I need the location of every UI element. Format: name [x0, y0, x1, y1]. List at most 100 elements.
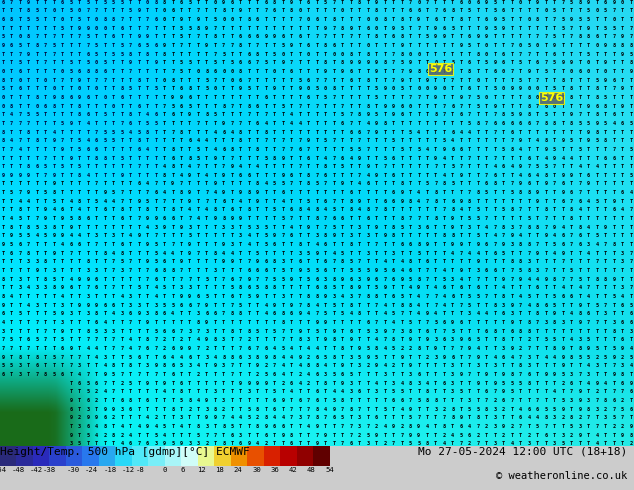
Text: 3: 3	[205, 407, 209, 412]
Text: T: T	[578, 129, 581, 135]
Text: 7: 7	[18, 51, 22, 57]
Text: 4: 4	[434, 285, 437, 291]
Text: 8: 8	[36, 138, 39, 143]
Text: 2: 2	[281, 381, 285, 386]
Text: 9: 9	[188, 251, 191, 256]
Text: 4: 4	[281, 363, 285, 368]
Text: T: T	[120, 277, 124, 282]
Text: T: T	[53, 112, 56, 117]
Text: 9: 9	[273, 233, 276, 239]
Text: 8: 8	[570, 86, 573, 91]
Text: T: T	[112, 173, 115, 178]
Text: 5: 5	[595, 303, 598, 308]
Text: 0: 0	[307, 51, 310, 57]
Text: 9: 9	[188, 346, 191, 351]
Text: T: T	[519, 129, 522, 135]
Text: 9: 9	[519, 181, 522, 187]
Text: T: T	[239, 251, 242, 256]
Text: 0: 0	[527, 17, 531, 22]
Text: T: T	[222, 320, 225, 325]
Text: 4: 4	[264, 181, 268, 187]
Text: 9: 9	[349, 60, 353, 65]
Text: 8: 8	[570, 207, 573, 213]
Text: 9: 9	[612, 372, 616, 377]
Text: T: T	[27, 277, 30, 282]
Text: 6: 6	[366, 25, 370, 31]
Text: 9: 9	[341, 381, 344, 386]
Bar	[165, 446, 181, 466]
Text: T: T	[341, 303, 344, 308]
Text: 7: 7	[205, 433, 209, 438]
Text: 7: 7	[299, 17, 302, 22]
Text: T: T	[248, 8, 250, 13]
Text: 5: 5	[392, 346, 395, 351]
Text: 6: 6	[138, 181, 141, 187]
Text: T: T	[120, 164, 124, 169]
Text: 9: 9	[400, 77, 403, 83]
Text: 6: 6	[214, 69, 217, 74]
Text: 8: 8	[171, 207, 174, 213]
Text: 5: 5	[477, 337, 480, 343]
Text: T: T	[70, 355, 72, 360]
Text: 3: 3	[324, 277, 327, 282]
Text: 8: 8	[409, 303, 412, 308]
Text: 7: 7	[179, 277, 183, 282]
Text: 6: 6	[587, 311, 590, 317]
Text: T: T	[536, 381, 539, 386]
Text: T: T	[510, 285, 514, 291]
Text: 8: 8	[570, 216, 573, 221]
Text: 42: 42	[288, 467, 297, 473]
Text: T: T	[18, 346, 22, 351]
Text: T: T	[519, 216, 522, 221]
Text: T: T	[222, 303, 225, 308]
Text: 8: 8	[281, 311, 285, 317]
Text: T: T	[112, 207, 115, 213]
Text: 5: 5	[562, 25, 564, 31]
Text: T: T	[112, 69, 115, 74]
Text: T: T	[425, 233, 429, 239]
Text: 5: 5	[188, 25, 191, 31]
Text: T: T	[451, 311, 455, 317]
Text: 5: 5	[562, 17, 564, 22]
Text: 8: 8	[341, 60, 344, 65]
Text: 0: 0	[612, 17, 616, 22]
Text: 9: 9	[358, 346, 361, 351]
Text: 5: 5	[95, 199, 98, 204]
Text: 4: 4	[400, 407, 403, 412]
Text: 7: 7	[214, 25, 217, 31]
Text: T: T	[103, 277, 107, 282]
Text: T: T	[553, 259, 556, 265]
Text: T: T	[205, 17, 209, 22]
Text: 9: 9	[460, 337, 463, 343]
Text: 8: 8	[248, 103, 250, 109]
Text: 5: 5	[562, 441, 564, 446]
Text: 0: 0	[78, 8, 81, 13]
Text: T: T	[70, 424, 72, 429]
Bar	[132, 446, 148, 466]
Text: 4: 4	[163, 190, 166, 195]
Text: T: T	[36, 69, 39, 74]
Text: T: T	[384, 320, 386, 325]
Text: 8: 8	[112, 363, 115, 368]
Text: 7: 7	[86, 337, 89, 343]
Text: 6: 6	[316, 285, 318, 291]
Text: 9: 9	[570, 60, 573, 65]
Text: 9: 9	[231, 259, 234, 265]
Text: T: T	[299, 225, 302, 230]
Text: T: T	[502, 441, 505, 446]
Text: 7: 7	[290, 415, 293, 420]
Text: T: T	[18, 8, 22, 13]
Text: 5: 5	[332, 303, 335, 308]
Text: T: T	[621, 77, 624, 83]
Text: 4: 4	[78, 372, 81, 377]
Text: 7: 7	[264, 8, 268, 13]
Text: T: T	[375, 216, 378, 221]
Text: 9: 9	[400, 199, 403, 204]
Text: 8: 8	[248, 190, 250, 195]
Text: 5: 5	[248, 294, 250, 299]
Text: 4: 4	[562, 285, 564, 291]
Text: 8: 8	[434, 199, 437, 204]
Text: 5: 5	[630, 147, 632, 152]
Text: T: T	[536, 147, 539, 152]
Text: -12: -12	[122, 467, 135, 473]
